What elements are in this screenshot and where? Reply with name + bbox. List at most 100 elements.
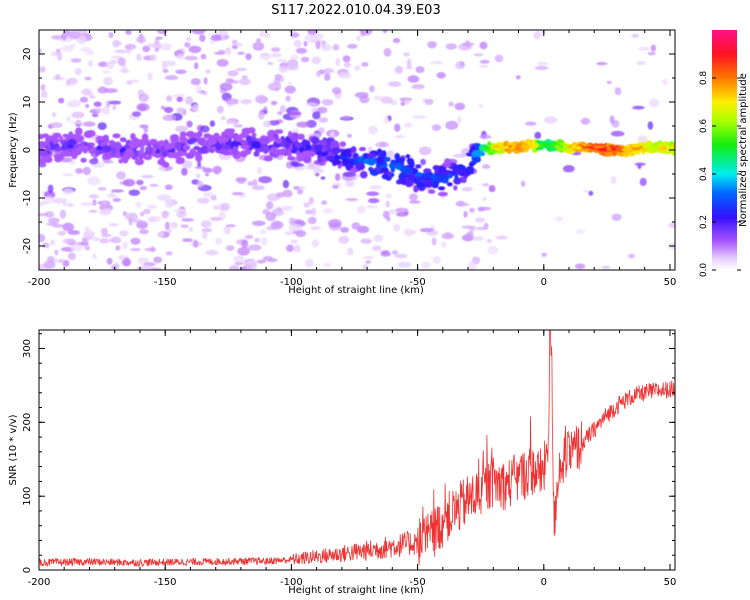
noise-blob	[162, 68, 169, 73]
noise-blob	[181, 218, 194, 222]
ridge-blob	[359, 146, 366, 152]
noise-blob	[191, 30, 206, 35]
ridge-blob	[189, 149, 196, 156]
noise-blob	[210, 216, 223, 222]
noise-blob	[261, 236, 268, 246]
ridge-blob	[465, 167, 471, 173]
noise-blob	[386, 150, 395, 159]
ridge-blob	[202, 146, 208, 154]
ridge-blob	[376, 162, 384, 167]
colorbar-tick-label: 0.0	[699, 263, 709, 278]
noise-blob	[251, 185, 265, 191]
x-tick-label: -200	[28, 277, 51, 288]
noise-blob	[51, 35, 63, 40]
noise-blob	[111, 265, 117, 270]
noise-blob	[356, 225, 370, 234]
noise-blob	[176, 53, 185, 60]
ridge-blob	[197, 138, 205, 145]
noise-blob	[373, 234, 384, 243]
noise-blob	[126, 80, 133, 85]
noise-blob	[184, 55, 199, 61]
ridge-blob	[367, 158, 376, 166]
noise-blob	[88, 60, 93, 67]
x-tick-label: 50	[664, 577, 677, 588]
noise-blob	[149, 183, 159, 187]
noise-blob	[368, 198, 380, 204]
ridge-blob	[162, 150, 168, 158]
noise-blob	[356, 205, 366, 214]
noise-blob	[534, 65, 549, 71]
noise-blob	[404, 98, 411, 105]
ridge-blob	[111, 153, 116, 158]
noise-blob	[606, 80, 612, 84]
noise-blob	[304, 34, 318, 43]
snr-x-label: Height of straight line (km)	[288, 585, 424, 596]
noise-blob	[91, 253, 97, 260]
noise-blob	[431, 124, 442, 131]
noise-blob	[51, 112, 57, 117]
ridge-core-blob	[606, 147, 612, 151]
ridge-blob	[179, 131, 187, 138]
noise-blob	[386, 216, 391, 222]
noise-blob	[209, 120, 216, 127]
ridge-blob	[380, 167, 389, 173]
ridge-blob	[203, 133, 212, 139]
noise-blob	[412, 115, 427, 119]
ridge-core-blob	[576, 145, 582, 150]
ridge-core-blob	[642, 145, 648, 149]
noise-blob	[225, 120, 236, 125]
noise-blob	[164, 75, 178, 81]
noise-blob	[347, 247, 354, 256]
noise-blob	[135, 201, 142, 208]
ridge-core-blob	[638, 145, 645, 149]
noise-blob	[286, 244, 294, 252]
ridge-blob	[188, 137, 198, 143]
noise-blob	[164, 184, 173, 190]
ridge-blob	[163, 142, 173, 150]
noise-blob	[199, 34, 206, 42]
ridge-blob	[404, 168, 414, 174]
ridge-blob	[56, 146, 62, 152]
ridge-blob	[432, 165, 440, 171]
noise-blob	[285, 63, 299, 71]
noise-blob	[263, 120, 271, 128]
noise-blob	[67, 99, 81, 108]
y-tick-label: 200	[22, 413, 33, 432]
ridge-core-blob	[670, 144, 675, 149]
ridge-blob	[441, 178, 449, 184]
noise-blob	[409, 193, 418, 201]
noise-blob	[388, 209, 397, 215]
ridge-blob	[119, 137, 127, 143]
ridge-blob	[75, 127, 83, 136]
noise-blob	[323, 68, 334, 74]
noise-blob	[537, 61, 549, 66]
noise-blob	[394, 135, 405, 139]
ridge-blob	[252, 141, 261, 149]
ridge-blob	[182, 144, 191, 151]
noise-blob	[363, 255, 374, 260]
ridge-blob	[261, 140, 270, 145]
ridge-blob	[425, 181, 433, 188]
snr-x-axis: -200 -150 -100 -50 0 50	[28, 330, 677, 588]
noise-blob	[42, 242, 50, 249]
noise-blob	[341, 115, 351, 120]
noise-blob	[141, 174, 154, 179]
noise-blob	[112, 105, 117, 110]
ridge-blob	[186, 131, 193, 136]
noise-blob	[119, 68, 130, 74]
noise-blob	[54, 249, 59, 256]
noise-blob	[311, 239, 320, 248]
ridge-blob	[221, 136, 230, 143]
ridge-blob	[409, 160, 415, 169]
noise-blob	[88, 209, 98, 213]
ridge-blob	[228, 128, 236, 134]
ridge-blob	[144, 149, 153, 156]
noise-blob	[324, 73, 331, 81]
ridge-blob	[297, 152, 306, 160]
noise-blob	[394, 66, 403, 74]
noise-blob	[165, 199, 174, 209]
noise-blob	[84, 76, 92, 81]
noise-blob	[345, 197, 359, 202]
noise-blob	[335, 57, 341, 67]
noise-blob	[98, 61, 109, 68]
